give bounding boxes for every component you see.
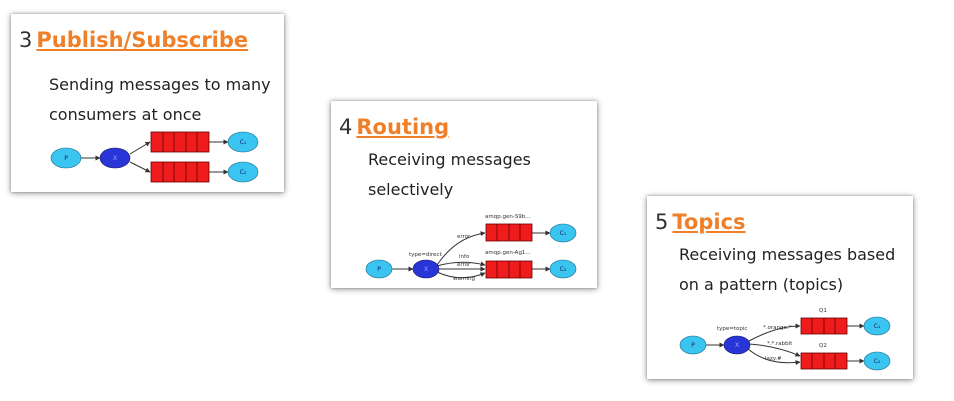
topics-diagram: type=topic *.orange.* *.*.rabbit lazy.# …: [679, 308, 891, 371]
binding-label-3: error: [457, 262, 471, 268]
edge-warning-q2: [436, 271, 486, 279]
exchange-type-label: type=topic: [717, 326, 747, 332]
queue-1: [800, 317, 848, 335]
queue-name-2: amqp.gen-Ag1...: [485, 250, 531, 256]
consumer-label-1: C₁: [240, 139, 247, 146]
tutorial-number: 4: [339, 115, 353, 139]
edge-x-q2: [129, 161, 151, 173]
producer-node: [679, 335, 707, 355]
consumer-label-1: C₁: [560, 230, 567, 237]
card-title: 5 Topics: [655, 210, 746, 234]
tutorial-description: Sending messages to many consumers at on…: [49, 70, 271, 130]
edge-info-q2: [436, 261, 486, 267]
consumer-label-2: C₂: [240, 169, 247, 176]
binding-label-1: *.orange.*: [763, 325, 792, 331]
queue-2: [800, 352, 848, 370]
edge-error-q1: [436, 231, 486, 266]
edge-x-q1: [129, 141, 151, 155]
consumer-label-2: C₂: [874, 358, 881, 365]
card-topics: 5 Topics Receiving messages based on a pa…: [647, 196, 913, 379]
exchange-label: X: [424, 266, 428, 273]
binding-label-4: warning: [453, 276, 475, 282]
description-line: on a pattern (topics): [679, 275, 844, 294]
consumer-node-2: [549, 259, 577, 279]
consumer-node-1: [227, 131, 259, 153]
queue-1: [485, 223, 533, 242]
consumer-label-1: C₁: [874, 323, 881, 330]
exchange-label: X: [113, 155, 117, 162]
producer-label: P: [64, 155, 68, 162]
consumer-label-2: C₂: [560, 266, 567, 273]
description-line: Receiving messages based: [679, 245, 896, 264]
card-publish-subscribe: 3 Publish/Subscribe Sending messages to m…: [11, 14, 284, 192]
queue-2: [485, 260, 533, 279]
binding-label-1: error: [457, 234, 471, 240]
tutorial-link-publish-subscribe[interactable]: Publish/Subscribe: [36, 28, 249, 52]
producer-label: P: [377, 266, 381, 273]
card-title: 3 Publish/Subscribe: [19, 28, 248, 52]
pubsub-diagram: P X C₁ C₂: [50, 131, 259, 183]
consumer-node-1: [863, 316, 891, 336]
producer-node: [365, 259, 393, 279]
routing-diagram: type=direct error info error warning amq…: [365, 214, 577, 282]
binding-label-2: *.*.rabbit: [767, 341, 793, 347]
tutorial-link-routing[interactable]: Routing: [356, 115, 450, 139]
edge-orange-q1: [748, 323, 801, 342]
tutorial-link-topics[interactable]: Topics: [672, 210, 746, 234]
exchange-node: [723, 335, 751, 355]
producer-label: P: [691, 342, 695, 349]
consumer-node-2: [227, 161, 259, 183]
tutorial-number: 3: [19, 28, 33, 52]
description-line: selectively: [368, 180, 454, 199]
description-line: Sending messages to many: [49, 75, 271, 94]
producer-node: [50, 147, 82, 169]
queue-2: [150, 161, 210, 183]
tutorial-description: Receiving messages based on a pattern (t…: [679, 240, 895, 300]
card-title: 4 Routing: [339, 115, 449, 139]
queue-name-2: Q2: [819, 343, 827, 349]
exchange-type-label: type=direct: [409, 252, 442, 258]
binding-label-2: info: [459, 254, 470, 260]
edge-rabbit-q2: [748, 343, 801, 357]
exchange-node: [412, 259, 440, 279]
queue-name-1: amqp.gen-S9b...: [485, 214, 531, 220]
binding-label-3: lazy.#: [765, 356, 782, 362]
tutorial-number: 5: [655, 210, 669, 234]
tutorial-description: Receiving messages selectively: [368, 145, 531, 205]
card-routing: 4 Routing Receiving messages selectively …: [331, 101, 597, 288]
edge-lazy-q2: [746, 347, 801, 366]
description-line: Receiving messages: [368, 150, 531, 169]
exchange-label: X: [735, 342, 739, 349]
consumer-node-1: [549, 223, 577, 243]
queue-name-1: Q1: [819, 308, 827, 314]
exchange-node: [99, 147, 131, 169]
consumer-node-2: [863, 351, 891, 371]
description-line: consumers at once: [49, 105, 202, 124]
queue-1: [150, 131, 210, 153]
